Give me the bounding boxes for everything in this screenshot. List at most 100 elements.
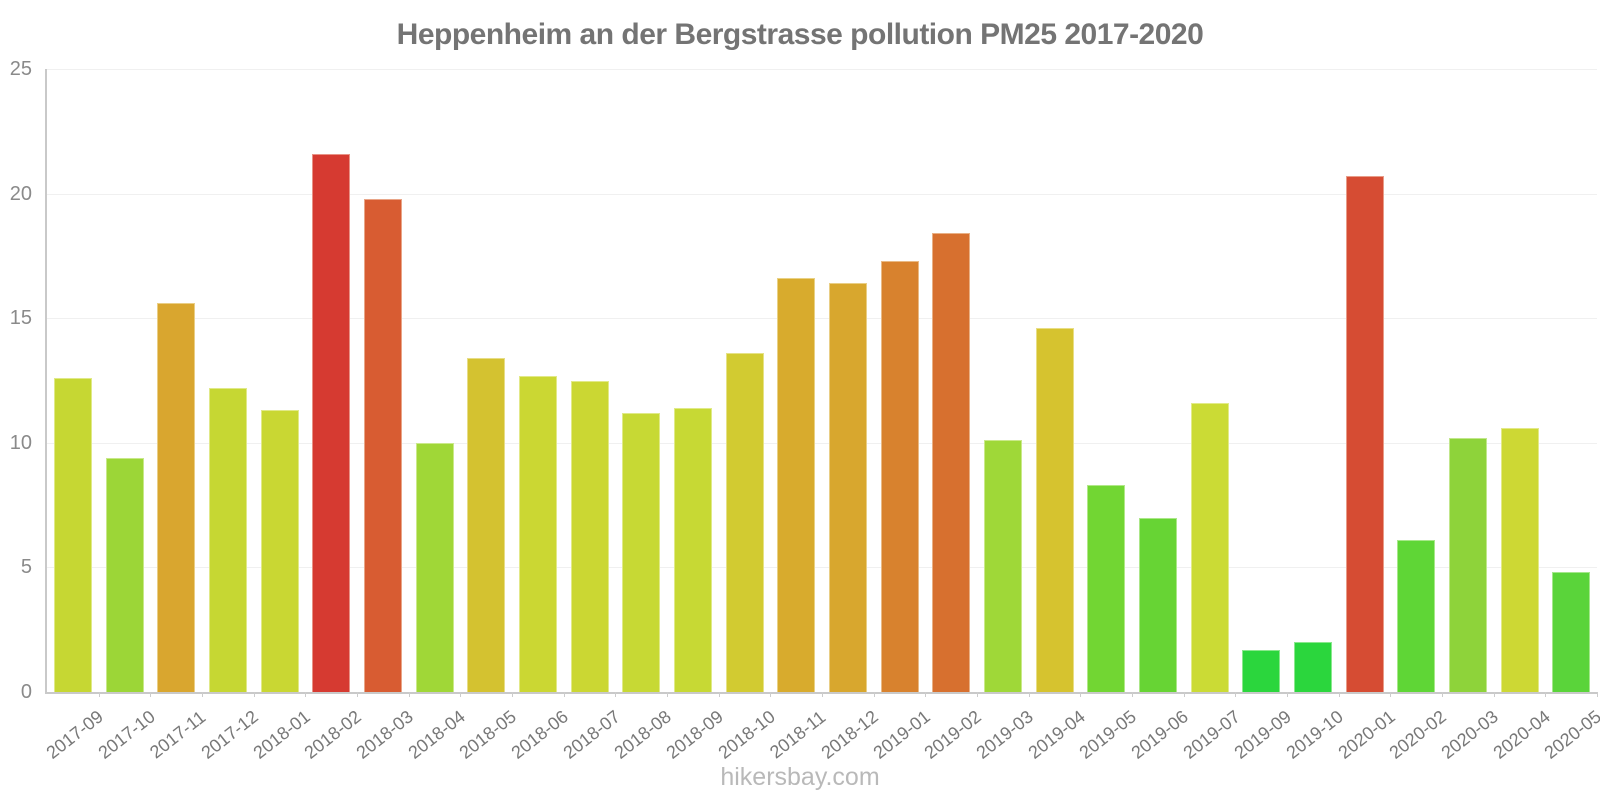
x-axis-tick — [873, 692, 875, 697]
x-tick-label: 2018-11 — [766, 706, 830, 763]
x-axis-tick — [977, 692, 978, 697]
x-axis-tick — [357, 692, 358, 697]
x-tick-label: 2020-05 — [1540, 706, 1600, 763]
x-tick-label: 2018-04 — [404, 706, 469, 763]
x-axis-tick — [1287, 692, 1288, 697]
x-axis-tick — [1080, 692, 1082, 697]
bar-2019-09[interactable] — [1242, 649, 1281, 692]
x-axis-tick — [1338, 692, 1340, 697]
bar-2018-04[interactable] — [415, 442, 454, 692]
bar-2019-02[interactable] — [932, 233, 971, 692]
x-tick-label: 2018-07 — [559, 706, 624, 763]
bar-2018-06[interactable] — [518, 375, 557, 692]
bar-2019-01[interactable] — [880, 260, 919, 692]
x-tick-label: 2019-02 — [920, 706, 986, 763]
x-tick-label: 2020-01 — [1334, 706, 1399, 763]
x-tick-label: 2018-02 — [300, 706, 366, 763]
x-tick-label: 2019-09 — [1230, 706, 1296, 763]
x-tick-label: 2018-05 — [455, 706, 521, 763]
bar-2018-02[interactable] — [312, 153, 351, 692]
bar-2018-03[interactable] — [363, 198, 402, 692]
bar-2017-09[interactable] — [53, 378, 92, 692]
x-axis-tick — [150, 692, 152, 697]
x-tick-label: 2019-05 — [1075, 706, 1141, 763]
x-axis-tick — [305, 692, 307, 697]
x-tick-label: 2018-06 — [507, 706, 572, 763]
y-tick-label: 5 — [20, 556, 32, 579]
bar-2020-04[interactable] — [1500, 427, 1539, 692]
footer-watermark: hikersbay.com — [720, 763, 880, 791]
x-tick-label: 2019-07 — [1179, 706, 1244, 763]
x-tick-label: 2017-11 — [146, 706, 210, 763]
gridline — [47, 567, 1597, 569]
x-axis-tick — [1132, 692, 1133, 697]
x-axis-tick — [770, 692, 772, 697]
y-tick-label: 10 — [9, 431, 32, 454]
x-axis-tick — [1028, 692, 1030, 697]
x-tick-label: 2018-08 — [610, 706, 676, 763]
bar-2019-03[interactable] — [983, 440, 1022, 692]
bar-2020-05[interactable] — [1552, 572, 1591, 692]
bar-2018-09[interactable] — [673, 407, 712, 692]
bar-2018-10[interactable] — [725, 353, 764, 692]
x-tick-label: 2019-04 — [1024, 706, 1089, 763]
x-axis-tick — [925, 692, 927, 697]
x-axis-tick — [1597, 692, 1598, 697]
bar-2019-04[interactable] — [1035, 328, 1074, 692]
bar-2020-03[interactable] — [1448, 437, 1487, 692]
chart-title: Heppenheim an der Bergstrasse pollution … — [396, 18, 1204, 51]
x-tick-label: 2018-12 — [817, 706, 882, 763]
bar-2017-12[interactable] — [208, 387, 247, 692]
x-tick-label: 2018-01 — [249, 706, 314, 763]
x-axis-tick — [667, 692, 668, 697]
x-tick-label: 2020-04 — [1489, 706, 1554, 763]
x-axis-tick — [512, 692, 513, 697]
y-tick-label: 20 — [9, 182, 32, 205]
x-tick-label: 2019-06 — [1127, 706, 1192, 763]
x-axis-tick — [1183, 692, 1185, 697]
x-tick-label: 2017-10 — [94, 706, 159, 763]
x-tick-label: 2019-03 — [972, 706, 1037, 763]
x-tick-label: 2017-12 — [197, 706, 262, 763]
x-tick-label: 2020-03 — [1437, 706, 1502, 763]
bar-2018-12[interactable] — [828, 283, 867, 692]
x-axis-tick — [718, 692, 720, 697]
gridline — [47, 193, 1597, 195]
gridline — [47, 69, 1597, 70]
bar-2018-01[interactable] — [260, 410, 299, 692]
bar-2019-05[interactable] — [1087, 485, 1126, 692]
bar-2018-07[interactable] — [570, 380, 609, 692]
x-axis-tick — [822, 692, 823, 697]
x-tick-label: 2018-09 — [662, 706, 727, 763]
x-tick-label: 2019-10 — [1282, 706, 1347, 763]
x-tick-label: 2020-02 — [1385, 706, 1451, 763]
gridline — [47, 442, 1597, 444]
bar-2019-06[interactable] — [1138, 517, 1177, 692]
bar-2020-01[interactable] — [1345, 176, 1384, 692]
gridline — [47, 318, 1597, 320]
x-axis-tick — [563, 692, 565, 697]
bar-2020-02[interactable] — [1397, 540, 1436, 692]
bar-2017-10[interactable] — [105, 457, 144, 692]
y-tick-label: 15 — [9, 307, 32, 330]
x-tick-label: 2017-09 — [42, 706, 107, 763]
plot-area: 0 5 10 15 20 25 2017-09 2017-10 2017-11 2017-12 20… — [10, 58, 1600, 763]
bar-2017-11[interactable] — [157, 303, 196, 692]
x-axis-tick — [1545, 692, 1547, 697]
x-axis-tick — [1442, 692, 1443, 697]
x-tick-label: 2018-03 — [352, 706, 417, 763]
bar-2018-08[interactable] — [622, 412, 661, 692]
bar-2018-11[interactable] — [777, 278, 816, 692]
y-tick-label: 25 — [9, 58, 32, 80]
x-axis-tick — [1493, 692, 1495, 697]
x-axis-tick — [460, 692, 462, 697]
x-tick-label: 2018-10 — [714, 706, 779, 763]
bar-2018-05[interactable] — [467, 358, 506, 692]
x-tick-label: 2019-01 — [869, 706, 934, 763]
y-tick-label: 0 — [20, 681, 32, 703]
x-axis-tick — [202, 692, 203, 697]
x-axis-tick — [1235, 692, 1237, 697]
bar-2019-10[interactable] — [1293, 642, 1332, 692]
bar-2019-07[interactable] — [1190, 402, 1229, 692]
x-axis-tick — [253, 692, 255, 697]
